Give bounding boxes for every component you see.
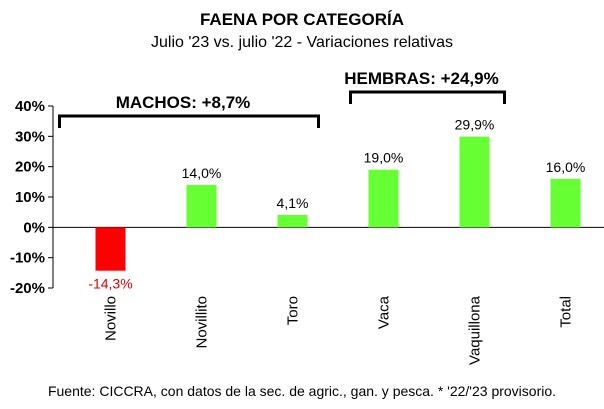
category-label: Novillo xyxy=(103,296,120,341)
bar-vaca xyxy=(368,169,399,228)
group-label: HEMBRAS: +24,9% xyxy=(344,69,498,88)
y-tick-label: 30% xyxy=(15,128,45,145)
bar-total xyxy=(550,178,581,228)
y-tick-label: -20% xyxy=(10,280,45,297)
data-label: 19,0% xyxy=(364,150,404,166)
chart-subtitle: Julio '23 vs. julio '22 - Variaciones re… xyxy=(151,34,453,51)
y-tick-label: 20% xyxy=(15,159,45,176)
bar-toro xyxy=(277,214,308,228)
category-label: Novillito xyxy=(194,296,211,349)
category-label: Total xyxy=(558,296,575,328)
bar-novillito xyxy=(186,184,217,228)
y-tick-label: -10% xyxy=(10,250,45,267)
category-label: Toro xyxy=(285,296,302,325)
category-label: Vaca xyxy=(376,295,393,329)
category-label: Vaquillona xyxy=(467,295,484,365)
data-label: 29,9% xyxy=(455,117,495,133)
data-label: 4,1% xyxy=(277,195,309,211)
group-bracket xyxy=(58,114,320,128)
bar-chart: -20% -10% 0% 10% 20% 30% 40% -14,3% Novillo 14,0%… xyxy=(10,69,604,365)
bar-vaquillona xyxy=(459,136,490,228)
y-tick-label: 0% xyxy=(23,219,45,236)
source-note: Fuente: CICCRA, con datos de la sec. de … xyxy=(47,383,557,399)
data-label: 16,0% xyxy=(546,159,586,175)
y-tick-label: 10% xyxy=(15,189,45,206)
chart-title: FAENA POR CATEGORÍA xyxy=(199,10,404,29)
bar-novillo xyxy=(95,227,126,271)
group-bracket xyxy=(349,90,506,104)
data-label: -14,3% xyxy=(88,276,132,292)
data-label: 14,0% xyxy=(182,165,222,181)
group-label: MACHOS: +8,7% xyxy=(116,93,251,112)
y-tick-label: 40% xyxy=(15,98,45,115)
